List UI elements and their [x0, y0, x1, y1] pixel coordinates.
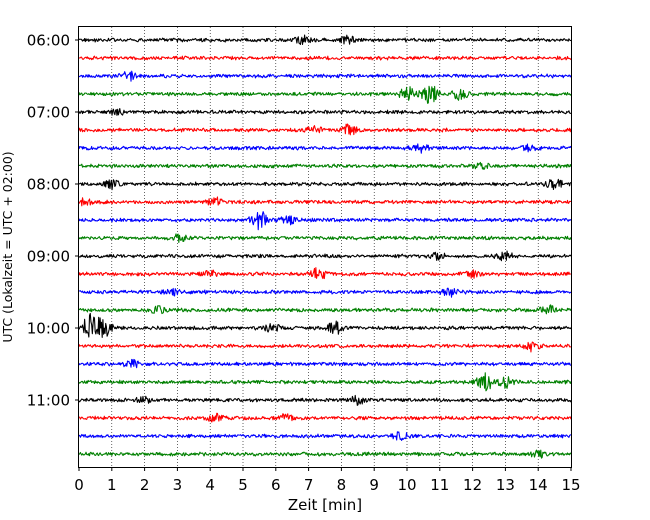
trace-0930	[78, 287, 572, 298]
x-tick-label: 7	[304, 476, 314, 494]
trace-1130	[78, 431, 572, 441]
x-axis-ticks: 0 1 2 3 4 5 6 7 8 9 10 11 12 13 14 15	[74, 467, 581, 494]
x-tick-label: 13	[496, 476, 515, 494]
trace-0600	[78, 34, 572, 46]
trace-0730	[78, 143, 572, 154]
y-axis-ticks: 06:00 07:00 08:00 09:00 10:00 11:00	[27, 32, 79, 410]
x-tick-label: 2	[140, 476, 150, 494]
x-tick-label: 4	[205, 476, 215, 494]
trace-1115	[78, 412, 572, 423]
trace-0900	[78, 250, 572, 262]
trace-1015	[78, 341, 572, 353]
trace-0700	[78, 108, 572, 116]
trace-0915	[78, 267, 572, 280]
trace-0845	[78, 233, 572, 243]
trace-0630	[78, 70, 572, 82]
trace-0800	[78, 178, 572, 191]
trace-1000	[78, 312, 572, 338]
x-tick-label: 9	[369, 476, 379, 494]
x-tick-label: 0	[74, 476, 84, 494]
x-tick-label: 5	[238, 476, 248, 494]
x-axis-label: Zeit [min]	[288, 496, 362, 514]
y-tick-label: 08:00	[27, 176, 70, 194]
y-tick-label: 10:00	[27, 320, 70, 338]
y-tick-label: 11:00	[27, 392, 70, 410]
trace-1030	[78, 358, 572, 369]
seismic-traces	[78, 34, 572, 459]
vertical-grid	[111, 27, 539, 467]
y-tick-label: 07:00	[27, 104, 70, 122]
trace-0615	[78, 55, 572, 61]
x-tick-label: 12	[463, 476, 482, 494]
x-tick-label: 6	[271, 476, 281, 494]
trace-1045	[78, 372, 572, 392]
x-tick-label: 8	[337, 476, 347, 494]
trace-1145	[78, 449, 572, 459]
trace-1100	[78, 394, 572, 406]
trace-0830	[78, 211, 572, 231]
x-tick-label: 3	[173, 476, 183, 494]
trace-0745	[78, 161, 572, 171]
x-tick-label: 10	[397, 476, 416, 494]
trace-0715	[78, 123, 572, 136]
x-tick-label: 15	[561, 476, 580, 494]
x-tick-label: 11	[430, 476, 449, 494]
y-axis-label: UTC (Lokalzeit = UTC + 02:00)	[0, 151, 15, 342]
y-tick-label: 09:00	[27, 248, 70, 266]
trace-0645	[78, 85, 572, 104]
trace-0815	[78, 196, 572, 207]
y-tick-label: 06:00	[27, 32, 70, 50]
x-tick-label: 1	[107, 476, 117, 494]
trace-0945	[78, 304, 572, 315]
plot-frame	[78, 26, 572, 468]
x-tick-label: 14	[529, 476, 548, 494]
